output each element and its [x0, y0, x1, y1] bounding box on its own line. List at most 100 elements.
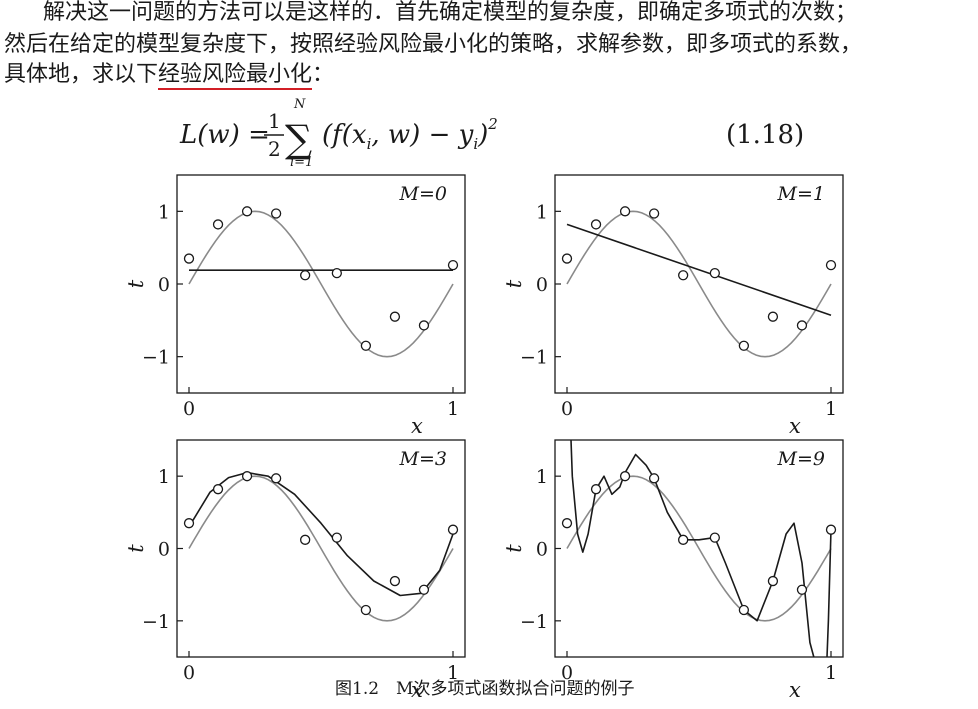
y-axis-label: t [124, 279, 148, 288]
x-tick-label: 0 [561, 662, 573, 684]
sum-superscript: N [293, 97, 306, 112]
panel-title: M=1 [777, 183, 825, 205]
data-point [796, 320, 808, 331]
data-point [738, 340, 750, 351]
paragraph-line-1: 解决这一问题的方法可以是这样的．首先确定模型的复杂度，即确定多项式的次数； [43, 0, 858, 25]
panel-title: M=3 [399, 448, 447, 470]
panel-title: M=9 [777, 448, 825, 470]
y-tick-label: 1 [536, 201, 548, 223]
summation-sign: ∑ [285, 117, 312, 161]
data-point [183, 253, 195, 264]
data-point [212, 219, 224, 230]
data-point [360, 604, 372, 616]
data-point [241, 206, 253, 217]
true-sine-curve [188, 475, 454, 622]
true-sine-curve [188, 210, 454, 358]
y-axis-label: t [502, 279, 526, 288]
data-point [561, 518, 573, 529]
y-tick-label: −1 [520, 611, 548, 633]
x-tick-label: 1 [825, 662, 837, 684]
xi-subscript: i [367, 135, 372, 153]
y-tick-label: 1 [158, 466, 170, 488]
chart-panel-2: 1 0 −1 0 1 x t M=3 [124, 439, 466, 702]
y-tick-label: 1 [158, 201, 170, 223]
data-point [767, 575, 779, 587]
fitted-polynomial-curve [570, 439, 815, 658]
data-point [678, 534, 689, 545]
line3-suffix: ： [312, 62, 335, 87]
y-tick-label: 1 [536, 466, 548, 488]
y-axis-label: t [502, 544, 526, 553]
equation-number: (1.18) [726, 120, 804, 150]
chart-panel-1: 1 0 −1 0 1 x t M=1 [502, 174, 844, 438]
data-point [767, 311, 779, 322]
data-point [360, 340, 372, 351]
x-axis-label: x [789, 414, 801, 438]
data-point [619, 206, 631, 217]
data-point [331, 532, 342, 543]
power-superscript: 2 [487, 115, 498, 133]
fitted-polynomial-curve [566, 223, 832, 316]
x-axis-label: x [411, 678, 423, 702]
formula-body: (f(xi, w) − yi)2 [322, 115, 498, 153]
data-point [590, 484, 602, 495]
data-point [389, 311, 401, 322]
data-point [825, 259, 837, 271]
data-point [418, 320, 430, 331]
data-point [590, 219, 602, 230]
formula-body-3: ) [477, 120, 488, 150]
data-point [300, 270, 311, 281]
chart-panel-0: 1 0 −1 0 1 x t M=0 [124, 174, 466, 438]
chart-panel-3: 1 0 −1 0 1 x t M=9 [502, 439, 844, 702]
data-point [241, 471, 253, 482]
formula-fraction-num: 1 [268, 109, 281, 133]
data-point [796, 584, 808, 595]
data-point [619, 471, 631, 482]
y-tick-label: −1 [142, 347, 170, 369]
data-point [648, 208, 660, 219]
data-point [561, 253, 573, 264]
y-tick-label: 0 [158, 274, 170, 296]
formula-body-2: , w) − y [371, 120, 473, 150]
underlined-term: 经验风险最小化 [158, 62, 313, 90]
fitted-polynomial-curve-tail [826, 529, 832, 658]
true-sine-curve [566, 210, 832, 358]
paragraph-line-2: 然后在给定的模型复杂度下，按照经验风险最小化的策略，求解参数，即多项式的系数， [4, 32, 863, 57]
data-point [648, 473, 660, 484]
data-point [183, 518, 195, 529]
data-point [270, 473, 282, 484]
data-point [709, 267, 720, 279]
data-point [738, 604, 750, 616]
paragraph-line-3: 具体地，求以下经验风险最小化： [4, 62, 335, 90]
true-sine-curve [566, 475, 832, 622]
x-tick-label: 0 [183, 398, 195, 420]
data-point [418, 584, 430, 595]
line3-prefix: 具体地，求以下 [4, 62, 159, 87]
figure-caption: 图1.2 M次多项式函数拟合问题的例子 [335, 679, 635, 699]
data-point [825, 524, 837, 535]
y-tick-label: −1 [142, 611, 170, 633]
formula-equation: L(w) = 1 2 N ∑ i=1 (f(xi, w) − yi)2 (1.1… [179, 97, 804, 170]
x-tick-label: 1 [825, 398, 837, 420]
data-point [331, 267, 342, 279]
x-tick-label: 0 [561, 398, 573, 420]
formula-fraction-den: 2 [268, 137, 281, 161]
data-point [447, 524, 459, 535]
x-axis-label: x [789, 678, 801, 702]
panel-title: M=0 [399, 183, 447, 205]
x-tick-label: 1 [447, 398, 459, 420]
y-tick-label: 0 [536, 539, 548, 561]
formula-body-1: (f(x [322, 120, 367, 150]
data-point [447, 259, 459, 271]
data-point [678, 270, 689, 281]
y-tick-label: −1 [520, 347, 548, 369]
data-point [709, 532, 720, 543]
sum-subscript: i=1 [290, 155, 313, 170]
x-tick-label: 0 [183, 662, 195, 684]
y-tick-label: 0 [158, 539, 170, 561]
data-point [270, 208, 282, 219]
data-point [389, 575, 401, 587]
y-tick-label: 0 [536, 274, 548, 296]
formula-lhs: L(w) = [179, 120, 270, 150]
data-point [212, 484, 224, 495]
